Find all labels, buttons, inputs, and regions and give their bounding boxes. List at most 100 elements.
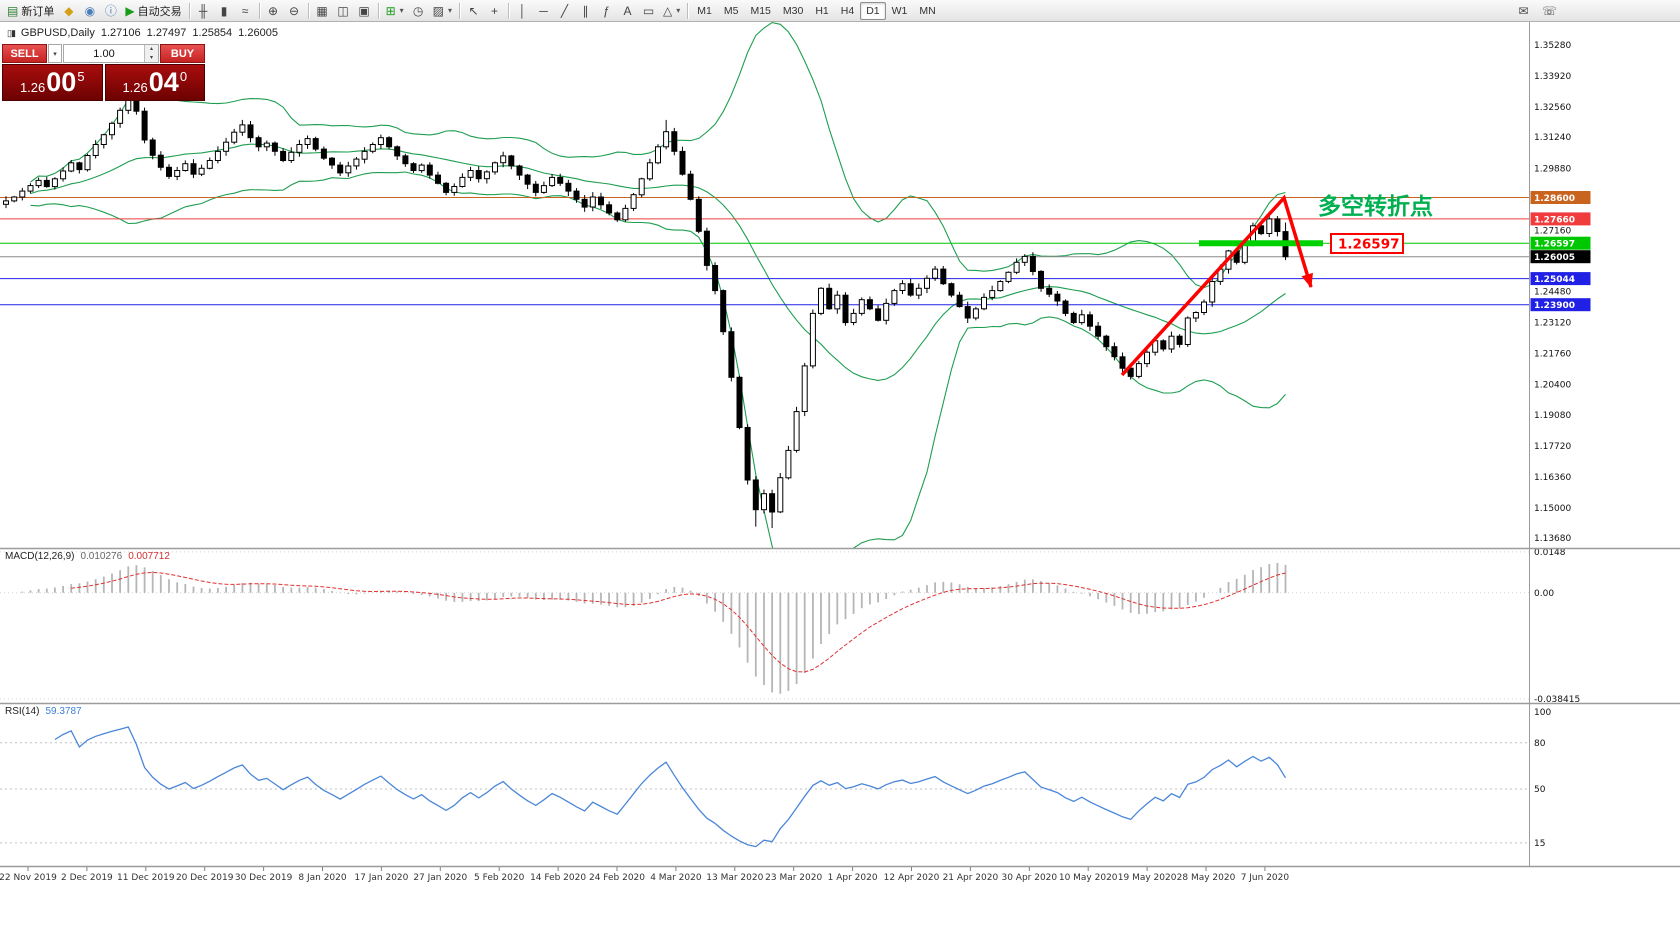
- new-chart-button[interactable]: ⊞ ▾: [382, 1, 408, 20]
- tile-windows-button[interactable]: ▦: [312, 1, 333, 20]
- new-order-button[interactable]: ▤ 新订单: [3, 1, 58, 20]
- date-axis-label: 22 Nov 2019: [0, 873, 57, 883]
- candlestick-mode-button[interactable]: ▮: [214, 1, 235, 20]
- date-axis[interactable]: 22 Nov 2019 2 Dec 2019 11 Dec 2019 20 Dec 2…: [0, 867, 1289, 883]
- candle-body: [1209, 281, 1216, 303]
- candle-body: [899, 283, 906, 292]
- buy-button[interactable]: BUY: [160, 44, 205, 63]
- user-profile-button[interactable]: ◉: [79, 1, 100, 20]
- trendline-tool-button[interactable]: ╱: [554, 1, 575, 20]
- zoom-in-button[interactable]: ⊕: [263, 1, 284, 20]
- candle-body: [51, 178, 58, 188]
- crosshair-tool-button[interactable]: +: [484, 1, 505, 20]
- timeframe-mn[interactable]: MN: [913, 2, 941, 20]
- bollinger-lower[interactable]: [30, 171, 1286, 598]
- date-axis-label: 23 Mar 2020: [765, 873, 822, 883]
- sell-button[interactable]: SELL: [2, 44, 47, 63]
- ohlc-open: 1.27106: [100, 27, 141, 39]
- mql5-community-button[interactable]: ◆: [58, 1, 79, 20]
- timeframe-h1[interactable]: H1: [809, 2, 834, 20]
- candle-body: [663, 131, 670, 148]
- timeframe-m5[interactable]: M5: [718, 2, 745, 20]
- text-tool-button[interactable]: A: [617, 1, 638, 20]
- axis-price-marker-text: 1.23900: [1534, 301, 1575, 311]
- candles-layer: [3, 88, 1289, 528]
- date-axis-label: 20 Dec 2019: [176, 873, 234, 883]
- timeframe-m1[interactable]: M1: [691, 2, 718, 20]
- timeframe-h4[interactable]: H4: [835, 2, 860, 20]
- bar-chart-mode-button[interactable]: ╫: [193, 1, 214, 20]
- chat-button[interactable]: ✉: [1513, 1, 1534, 20]
- zoom-in-icon: ⊕: [268, 3, 279, 18]
- toolbar-separator: [377, 2, 379, 19]
- stepper-down-icon[interactable]: ▾: [145, 53, 158, 62]
- axis-price-marker: [1530, 236, 1591, 250]
- axis-price-marker-text: 1.27660: [1534, 215, 1575, 225]
- label-tool-button[interactable]: ▭: [638, 1, 659, 20]
- fibonacci-tool-button[interactable]: ƒ: [596, 1, 617, 20]
- crosshair-tool-icon: +: [491, 3, 499, 18]
- price-tag-box[interactable]: [1330, 233, 1404, 254]
- candle-body: [369, 144, 376, 152]
- period-converter-button[interactable]: ◷: [408, 1, 429, 20]
- candle-body: [720, 290, 727, 333]
- cursor-tool-button[interactable]: ↖: [463, 1, 484, 20]
- pane-separators[interactable]: [0, 22, 1680, 868]
- volume-input[interactable]: [64, 45, 144, 62]
- auto-trading-button[interactable]: ▶ 自动交易: [121, 1, 185, 20]
- candle-body: [1078, 314, 1085, 324]
- price-axis-label: 1.33920: [1534, 72, 1571, 82]
- candle-body: [703, 230, 710, 266]
- community-button[interactable]: ☏: [1538, 1, 1561, 20]
- bollinger-middle[interactable]: [30, 143, 1286, 381]
- timeframe-w1[interactable]: W1: [886, 2, 914, 20]
- zoom-out-button[interactable]: ⊖: [284, 1, 305, 20]
- candle-body: [312, 138, 319, 150]
- candle-body: [1119, 356, 1126, 369]
- arrange-windows-button[interactable]: ▣: [354, 1, 375, 20]
- sell-price-display[interactable]: 1.26 00 5: [2, 64, 103, 101]
- horizontal-line-tool-button[interactable]: ─: [533, 1, 554, 20]
- buy-price-display[interactable]: 1.26 04 0: [104, 64, 205, 101]
- templates-button[interactable]: ▨ ▾: [429, 1, 456, 20]
- macd-pane: [0, 551, 1529, 700]
- candlestick-mode-icon: ▮: [220, 3, 228, 18]
- panel-options-dropdown[interactable]: ▾: [48, 44, 62, 63]
- macd-title: MACD(12,26,9): [5, 551, 75, 562]
- price-axis-label: 1.17720: [1534, 442, 1571, 452]
- candle-body: [1005, 271, 1012, 282]
- axis-price-marker-text: 1.26597: [1534, 240, 1575, 250]
- date-axis-label: 7 Jun 2020: [1241, 873, 1290, 883]
- macd-label: MACD(12,26,9) 0.010276 0.007712: [5, 551, 170, 562]
- candle-body: [532, 183, 539, 193]
- symbol-period-label: GBPUSD,Daily: [20, 27, 95, 39]
- auto-trading-icon: ▶: [125, 3, 135, 18]
- arrows-tool-button[interactable]: △ ▾: [659, 1, 684, 20]
- candle-body: [875, 308, 882, 321]
- candle-body: [43, 179, 50, 188]
- channel-tool-button[interactable]: ∥: [575, 1, 596, 20]
- cascade-windows-button[interactable]: ◫: [333, 1, 354, 20]
- timeframe-m30[interactable]: M30: [777, 2, 809, 20]
- candle-body: [826, 287, 833, 310]
- price-axis[interactable]: 1.35280 1.33920 1.32560 1.31240 1.29880 1.271…: [1530, 41, 1591, 849]
- line-chart-mode-button[interactable]: ≈: [235, 1, 256, 20]
- candle-body: [516, 165, 523, 176]
- candle-body: [695, 198, 702, 232]
- vertical-line-tool-button[interactable]: │: [512, 1, 533, 20]
- bar-chart-mode-icon: ╫: [198, 3, 208, 18]
- candle-body: [182, 163, 189, 171]
- trend-arrow[interactable]: [1120, 194, 1313, 377]
- candle-body: [109, 122, 115, 136]
- turning-point-text[interactable]: 多空转折点: [1318, 193, 1433, 220]
- candle-body: [1062, 300, 1069, 314]
- volume-stepper[interactable]: ▴ ▾: [144, 45, 158, 62]
- timeframe-d1[interactable]: D1: [860, 1, 886, 20]
- help-button[interactable]: ⓘ: [100, 1, 121, 20]
- stepper-up-icon[interactable]: ▴: [145, 45, 158, 54]
- timeframe-m15[interactable]: M15: [744, 2, 776, 20]
- text-tool-icon: A: [623, 3, 632, 18]
- axis-price-marker: [1530, 272, 1591, 286]
- candle-body: [11, 196, 18, 202]
